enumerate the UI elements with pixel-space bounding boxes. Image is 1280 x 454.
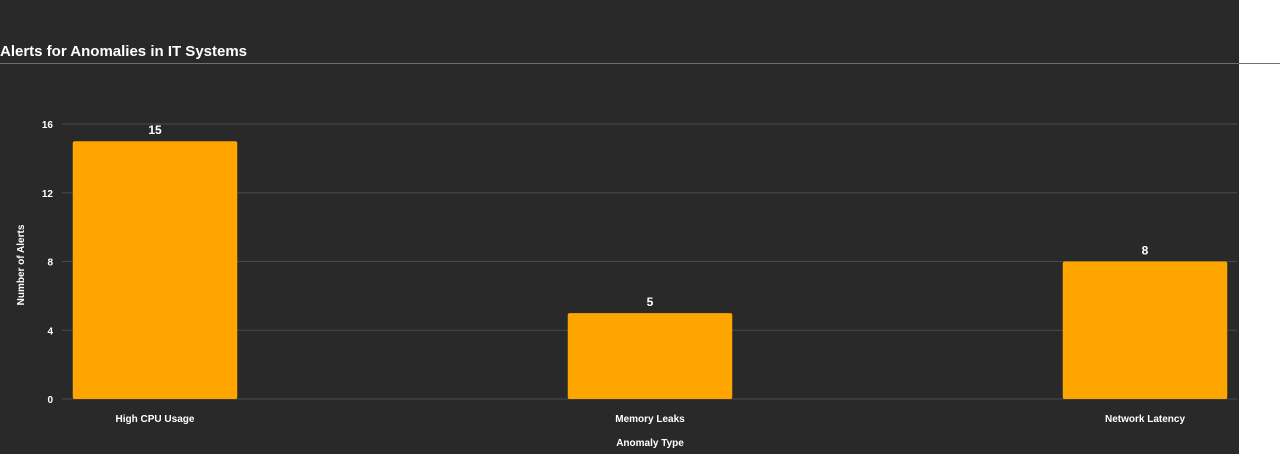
y-tick-label: 16 <box>42 120 54 131</box>
y-axis-title: Number of Alerts <box>16 224 27 305</box>
x-tick-label: Memory Leaks <box>615 414 685 425</box>
bar <box>1062 261 1228 399</box>
data-label: 15 <box>148 123 162 137</box>
data-label: 8 <box>1142 244 1149 258</box>
x-axis-ticks: High CPU Usage Memory Leaks Network Latenc… <box>116 414 1186 425</box>
chart-title: Alerts for Anomalies in IT Systems <box>0 43 248 60</box>
title-divider <box>0 63 1280 64</box>
y-tick-label: 0 <box>47 395 53 406</box>
y-tick-label: 4 <box>47 326 53 337</box>
data-label: 5 <box>647 295 654 309</box>
y-tick-label: 12 <box>42 189 54 200</box>
x-tick-label: Network Latency <box>1105 414 1185 425</box>
bars <box>72 141 1228 399</box>
y-tick-label: 8 <box>47 258 53 269</box>
x-tick-label: High CPU Usage <box>116 414 195 425</box>
bar <box>72 141 238 399</box>
bar <box>567 313 733 399</box>
y-axis-ticks: 0 4 8 12 16 <box>42 120 54 406</box>
x-axis-title: Anomaly Type <box>616 438 684 449</box>
